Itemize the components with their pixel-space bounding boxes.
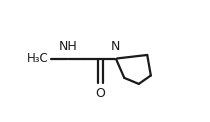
Text: O: O <box>95 87 105 100</box>
Text: NH: NH <box>59 40 77 53</box>
Text: H₃C: H₃C <box>26 52 48 65</box>
Text: N: N <box>111 40 121 53</box>
